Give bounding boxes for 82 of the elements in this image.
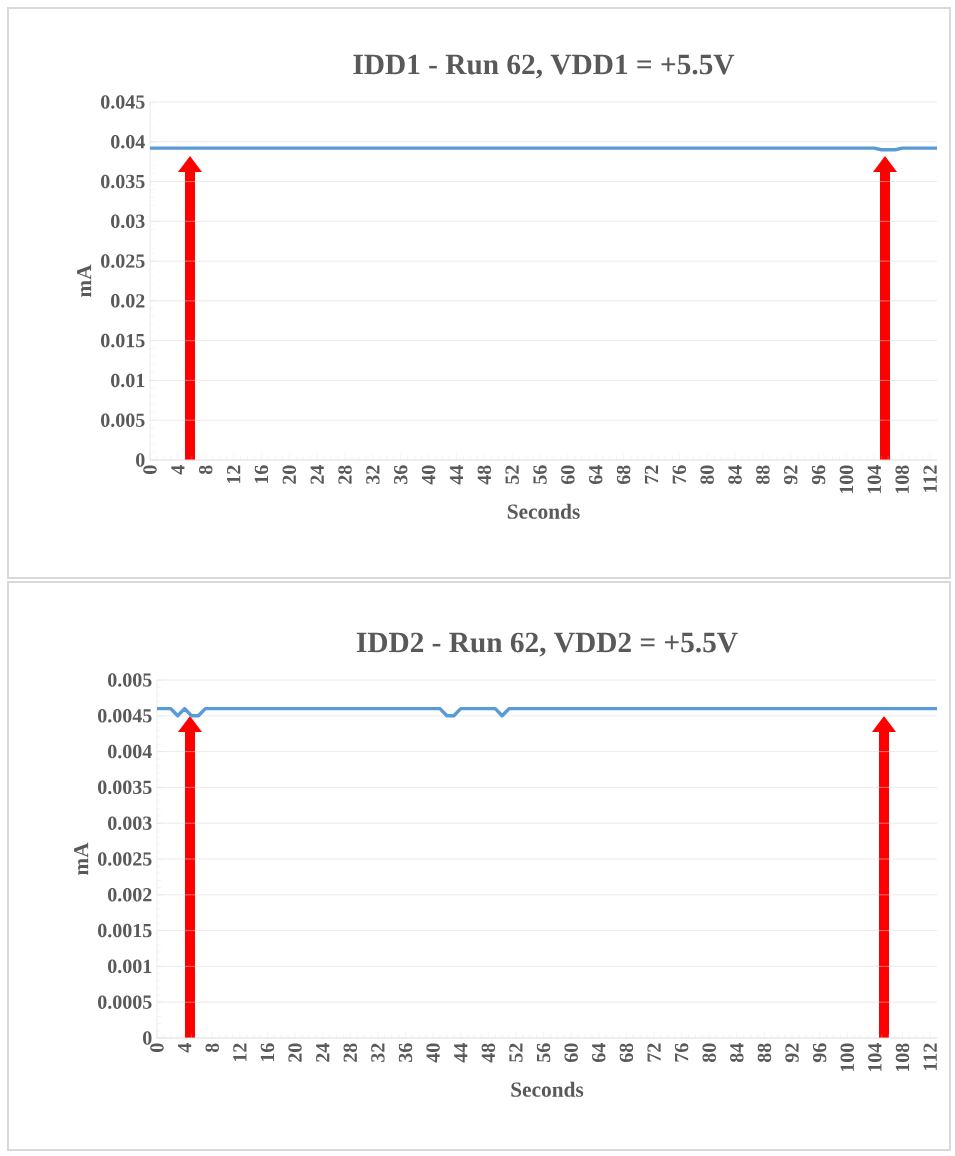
x-tick-label: 44 [454, 1043, 468, 1063]
x-tick-label: 64 [589, 465, 603, 485]
y-tick-label: 0.0045 [98, 709, 152, 723]
x-tick-label: 16 [260, 1043, 275, 1062]
x-tick-label: 104 [867, 465, 882, 494]
x-tick-label: 100 [839, 465, 854, 494]
y-tick-label: 0.001 [108, 959, 152, 974]
x-tick-label: 12 [226, 465, 241, 484]
y-tick-label: 0.025 [101, 254, 145, 268]
x-tick-label: 92 [785, 1043, 799, 1063]
x-tick-label: 40 [421, 465, 436, 485]
y-tick-label: 0.005 [101, 413, 145, 428]
x-tick-label: 4 [178, 1043, 192, 1053]
x-tick-label: 32 [366, 465, 380, 484]
x-tick-label: 56 [536, 1043, 551, 1062]
y-tick-label: 0.005 [108, 673, 152, 687]
x-tick-label: 88 [756, 465, 770, 485]
x-tick-label: 28 [338, 465, 352, 484]
y-tick-label: 0.035 [101, 174, 145, 189]
x-tick-label: 36 [394, 465, 408, 484]
x-axis-title: Seconds [507, 503, 580, 519]
x-tick-label: 48 [481, 1043, 496, 1063]
x-tick-label: 44 [449, 465, 464, 485]
x-tick-label: 36 [398, 1043, 413, 1062]
x-tick-label: 88 [757, 1043, 772, 1063]
x-tick-label: 8 [205, 1043, 219, 1053]
x-tick-label: 20 [288, 1043, 302, 1062]
x-tick-label: 68 [619, 1043, 634, 1063]
x-tick-label: 68 [616, 465, 631, 485]
x-tick-label: 8 [198, 465, 213, 475]
x-tick-label: 24 [310, 465, 324, 484]
x-tick-label: 52 [509, 1043, 523, 1062]
x-tick-label: 112 [923, 1043, 937, 1070]
y-tick-label: 0.02 [111, 294, 145, 308]
x-tick-label: 72 [647, 1043, 661, 1062]
x-tick-label: 104 [868, 1043, 882, 1072]
y-axis-title: mA [77, 264, 92, 298]
x-axis-title: Seconds [511, 1081, 584, 1097]
x-tick-label: 108 [895, 1043, 910, 1072]
x-tick-label: 108 [895, 465, 909, 494]
chart-title: IDD2 - Run 62, VDD2 = +5.5V [356, 632, 738, 657]
x-tick-label: 40 [426, 1043, 440, 1063]
x-tick-label: 72 [644, 465, 659, 484]
x-tick-label: 12 [233, 1043, 247, 1062]
x-tick-label: 32 [371, 1043, 385, 1062]
y-tick-label: 0.002 [108, 888, 152, 902]
x-tick-label: 76 [672, 465, 687, 484]
chart-title: IDD1 - Run 62, VDD1 = +5.5V [353, 54, 735, 79]
x-tick-label: 48 [477, 465, 492, 485]
y-tick-label: 0.015 [101, 333, 145, 348]
x-tick-label: 80 [700, 465, 714, 485]
x-tick-label: 96 [812, 1043, 827, 1063]
x-tick-label: 24 [316, 1043, 330, 1062]
x-tick-label: 96 [811, 465, 826, 485]
y-tick-label: 0.0025 [98, 852, 152, 866]
x-tick-label: 80 [702, 1043, 716, 1063]
x-tick-label: 92 [784, 465, 798, 485]
x-tick-label: 4 [171, 465, 185, 475]
x-tick-label: 16 [254, 465, 269, 484]
y-tick-label: 0.0005 [98, 995, 152, 1009]
y-tick-label: 0.03 [111, 214, 145, 229]
x-tick-label: 64 [592, 1043, 606, 1063]
x-tick-label: 60 [561, 465, 575, 485]
y-axis-title: mA [74, 842, 89, 876]
y-tick-label: 0.045 [101, 95, 145, 109]
x-tick-label: 56 [533, 465, 547, 484]
x-tick-label: 28 [343, 1043, 358, 1062]
x-tick-label: 0 [150, 1043, 164, 1052]
y-tick-label: 0.04 [111, 134, 145, 149]
y-tick-label: 0.0035 [98, 780, 152, 795]
y-tick-label: 0.0015 [98, 923, 152, 938]
x-tick-label: 52 [505, 465, 519, 484]
x-tick-label: 112 [923, 465, 937, 492]
x-tick-label: 100 [840, 1043, 855, 1072]
x-tick-label: 60 [564, 1043, 578, 1063]
x-tick-label: 76 [674, 1043, 689, 1062]
x-tick-label: 84 [728, 465, 742, 485]
y-tick-label: 0.004 [108, 744, 152, 759]
x-tick-label: 84 [730, 1043, 744, 1063]
y-tick-label: 0.01 [111, 373, 145, 388]
y-tick-label: 0.003 [108, 816, 152, 830]
x-tick-label: 20 [282, 465, 297, 484]
